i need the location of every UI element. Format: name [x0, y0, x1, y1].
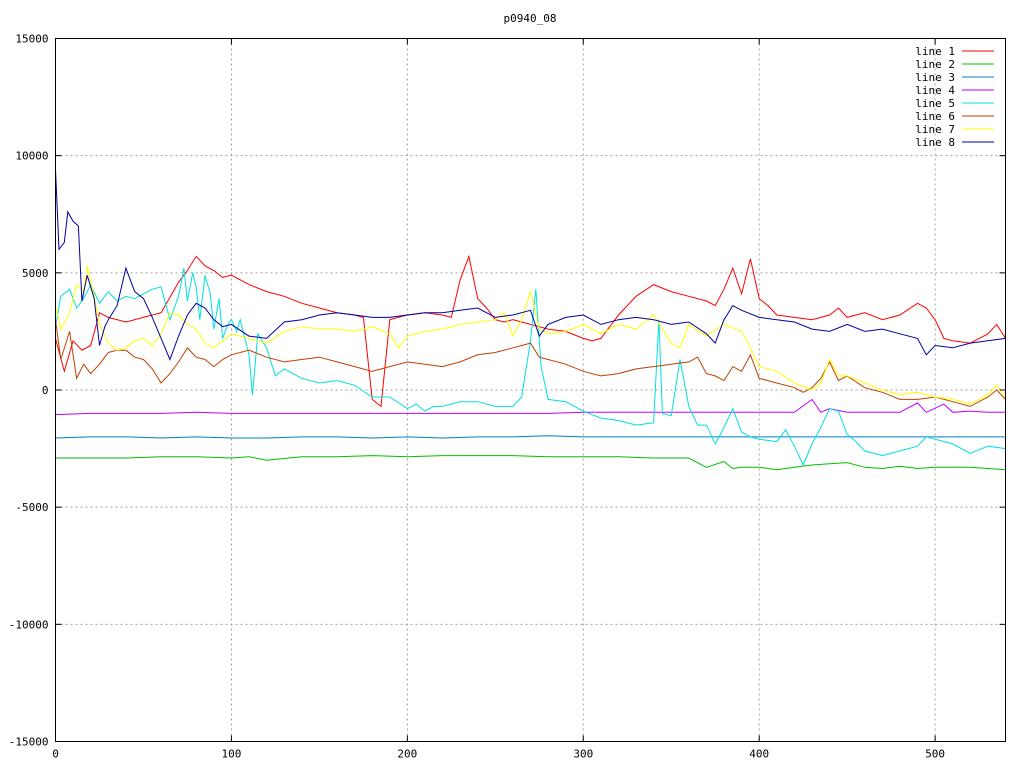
y-tick-label: 0 — [42, 384, 49, 397]
x-tick-label: 100 — [221, 748, 241, 761]
legend-label: line 8 — [915, 136, 955, 149]
legend-label: line 6 — [915, 110, 955, 123]
y-tick-label: 15000 — [15, 33, 48, 46]
x-tick-label: 300 — [573, 748, 593, 761]
series-line-4 — [55, 398, 1006, 416]
y-tick-label: -15000 — [9, 736, 49, 749]
legend-label: line 1 — [915, 45, 955, 58]
legend-label: line 3 — [915, 71, 955, 84]
x-tick-label: 200 — [397, 748, 417, 761]
y-tick-label: 5000 — [22, 267, 49, 280]
x-tick-label: 400 — [749, 748, 769, 761]
grid-layer — [55, 38, 1006, 742]
legend-label: line 5 — [915, 97, 955, 110]
y-tick-label: -5000 — [15, 501, 48, 514]
series-line-7 — [55, 265, 1006, 405]
legend-label: line 2 — [915, 58, 955, 71]
ticks-layer: 0 100 200 300 400 500 -15000 -10000 -5000 0 5000 10… — [9, 33, 1006, 761]
x-tick-label: 500 — [925, 748, 945, 761]
legend-label: line 4 — [915, 84, 955, 97]
x-tick-label: 0 — [52, 748, 59, 761]
series-line-1 — [55, 254, 1006, 408]
legend-label: line 7 — [915, 123, 955, 136]
series-line-2 — [55, 455, 1006, 471]
series-line-5 — [55, 268, 1006, 467]
y-tick-label: 10000 — [15, 150, 48, 163]
series-line-8 — [55, 169, 1006, 361]
series-line-3 — [55, 435, 1006, 439]
chart-title: p0940_08 — [504, 12, 557, 25]
y-tick-label: -10000 — [9, 618, 49, 631]
series-layer — [55, 169, 1006, 471]
